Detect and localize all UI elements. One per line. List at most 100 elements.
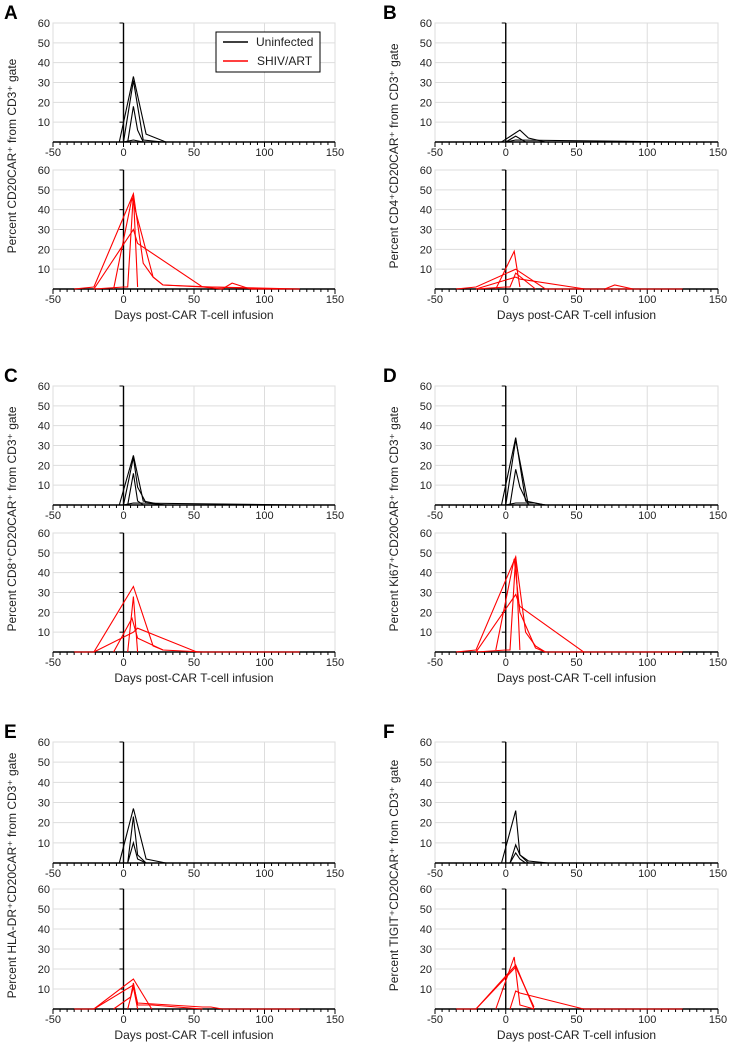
x-tick-label: 150 (326, 510, 344, 522)
y-tick-label: 30 (38, 225, 50, 237)
series-uninfected-2 (127, 816, 147, 864)
subplot-shiv-art: 10 20 30 40 50 60 -50 0 50 100 150 Days post-CAR T-… (420, 884, 727, 1042)
series-shiv-art-2 (495, 956, 535, 1010)
series-uninfected-4 (505, 502, 546, 506)
series-uninfected-2 (505, 439, 529, 506)
series-shiv-art-2 (475, 593, 655, 653)
y-tick-label: 30 (420, 798, 432, 810)
x-tick-label: -50 (45, 1014, 61, 1026)
panel-A: A Percent CD20CAR⁺ from CD3⁺ gate 10 20 30 40… (4, 3, 344, 322)
x-tick-label: 100 (638, 657, 656, 669)
y-tick-label: 60 (420, 884, 432, 896)
y-tick-label: 20 (420, 607, 432, 619)
series-uninfected-3 (509, 851, 526, 864)
x-tick-label: 50 (188, 294, 200, 306)
y-tick-label: 10 (420, 264, 432, 276)
legend-label-uninfected: Uninfected (256, 35, 313, 49)
x-axis-label: Days post-CAR T-cell infusion (114, 308, 273, 322)
x-tick-label: -50 (427, 294, 443, 306)
x-tick-label: 0 (503, 510, 509, 522)
y-tick-label: 30 (420, 944, 432, 956)
y-tick-label: 40 (420, 568, 432, 580)
x-tick-label: 100 (255, 1014, 273, 1026)
y-tick-label: 10 (420, 117, 432, 129)
x-tick-label: 50 (188, 1014, 200, 1026)
x-tick-label: -50 (45, 147, 61, 159)
subplot-uninfected: 10 20 30 40 50 60 -50 0 50 100 150 (420, 737, 727, 880)
y-tick-label: 50 (420, 185, 432, 197)
y-tick-label: 50 (38, 38, 50, 50)
series-shiv-art-2 (93, 228, 272, 290)
y-tick-label: 40 (38, 777, 50, 789)
y-tick-label: 20 (420, 460, 432, 472)
y-tick-label: 20 (38, 97, 50, 109)
x-tick-label: 50 (570, 294, 582, 306)
series-shiv-art-1 (456, 963, 535, 1010)
x-tick-label: 50 (188, 510, 200, 522)
y-tick-label: 20 (38, 244, 50, 256)
series-shiv-art-3 (113, 197, 300, 290)
x-tick-label: 50 (188, 657, 200, 669)
x-tick-label: -50 (427, 1014, 443, 1026)
x-tick-label: -50 (427, 657, 443, 669)
y-tick-label: 20 (420, 818, 432, 830)
series-shiv-art-2 (475, 276, 655, 290)
x-tick-label: 150 (709, 294, 727, 306)
x-tick-label: 50 (570, 657, 582, 669)
y-tick-label: 40 (420, 205, 432, 217)
x-tick-label: 0 (120, 657, 126, 669)
x-tick-label: 150 (709, 868, 727, 880)
panel-label: C (4, 366, 18, 387)
y-tick-label: 50 (38, 548, 50, 560)
x-axis-label: Days post-CAR T-cell infusion (497, 1028, 656, 1042)
y-tick-label: 20 (420, 244, 432, 256)
y-tick-label: 60 (38, 18, 50, 30)
subplot-shiv-art: 10 20 30 40 50 60 -50 0 50 100 150 Days post-CAR T-… (38, 884, 344, 1042)
panel-B: B Percent CD4⁺CD20CAR⁺ from CD3⁺ gate 10 20… (383, 3, 727, 322)
series-uninfected-3 (127, 840, 147, 864)
y-tick-label: 20 (420, 964, 432, 976)
y-tick-label: 40 (420, 777, 432, 789)
series-shiv-art-3 (475, 966, 535, 1010)
y-tick-label: 40 (420, 421, 432, 433)
x-tick-label: 50 (570, 868, 582, 880)
x-axis-label: Days post-CAR T-cell infusion (497, 308, 656, 322)
x-tick-label: 150 (709, 510, 727, 522)
panel-C: C Percent CD8⁺CD20CAR⁺ from CD3⁺ gate 10 20… (4, 366, 344, 685)
series-uninfected-1 (118, 455, 164, 506)
x-tick-label: 0 (120, 147, 126, 159)
series-shiv-art-1 (74, 191, 300, 290)
x-tick-label: 0 (120, 510, 126, 522)
x-tick-label: 100 (638, 147, 656, 159)
y-tick-label: 60 (38, 381, 50, 393)
y-tick-label: 30 (420, 78, 432, 90)
series-uninfected-4 (123, 139, 300, 143)
series-uninfected-2 (505, 135, 542, 143)
series-uninfected-2 (509, 843, 549, 864)
panel-label: D (383, 366, 397, 387)
y-tick-label: 30 (38, 798, 50, 810)
subplot-uninfected: 10 20 30 40 50 60 -50 0 50 100 150 (420, 381, 727, 522)
y-tick-label: 10 (38, 117, 50, 129)
y-tick-label: 50 (38, 185, 50, 197)
panel-F: F Percent TIGIT⁺CD20CAR⁺ from CD3⁺ gate 10… (383, 722, 727, 1042)
y-tick-label: 40 (38, 421, 50, 433)
legend: Uninfected SHIV/ART (215, 31, 321, 73)
series-shiv-art-1 (456, 554, 683, 653)
x-tick-label: 150 (326, 147, 344, 159)
subplot-shiv-art: 10 20 30 40 50 60 -50 0 50 100 150 Days post-CAR T-… (420, 165, 727, 322)
x-tick-label: 50 (570, 1014, 582, 1026)
x-tick-label: 150 (326, 1014, 344, 1026)
y-axis-label: Percent TIGIT⁺CD20CAR⁺ from CD3⁺ gate (387, 759, 401, 991)
y-tick-label: 60 (420, 528, 432, 540)
y-tick-label: 10 (38, 838, 50, 850)
y-tick-label: 60 (38, 165, 50, 177)
x-axis-label: Days post-CAR T-cell infusion (497, 671, 656, 685)
series-uninfected-1 (500, 810, 529, 864)
x-tick-label: 150 (326, 868, 344, 880)
series-shiv-art-4 (93, 193, 139, 290)
y-tick-label: 10 (420, 627, 432, 639)
x-axis-label: Days post-CAR T-cell infusion (114, 1028, 273, 1042)
y-axis-label: Percent Ki67⁺CD20CAR⁺ from CD3⁺ gate (387, 406, 401, 631)
y-tick-label: 40 (38, 205, 50, 217)
